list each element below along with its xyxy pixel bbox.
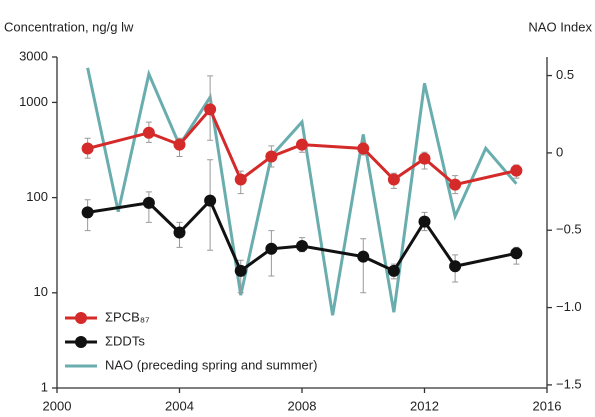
data-point bbox=[418, 215, 431, 228]
y2-axis-title: NAO Index bbox=[528, 19, 592, 34]
y-tick-label: 10 bbox=[34, 284, 48, 299]
data-point bbox=[204, 103, 217, 116]
data-point bbox=[418, 152, 431, 165]
legend-marker bbox=[75, 336, 87, 348]
y-tick-label: 1000 bbox=[19, 94, 48, 109]
y-tick-label: 3000 bbox=[19, 48, 48, 63]
data-point bbox=[510, 247, 523, 260]
data-point bbox=[173, 138, 186, 151]
legend-label: ΣPCB₈₇ bbox=[105, 309, 150, 324]
x-tick-label: 2012 bbox=[410, 398, 439, 413]
data-point bbox=[81, 206, 94, 219]
y-tick-label: 100 bbox=[26, 189, 48, 204]
y2-tick-label: −1.5 bbox=[556, 376, 582, 391]
data-point bbox=[142, 126, 155, 139]
y2-tick-label: 0 bbox=[556, 144, 563, 159]
legend-label: NAO (preceding spring and summer) bbox=[105, 357, 317, 372]
y-axis-title: Concentration, ng/g lw bbox=[4, 19, 134, 34]
data-point bbox=[357, 250, 370, 263]
y2-tick-label: −1.0 bbox=[556, 299, 582, 314]
x-tick-label: 2008 bbox=[288, 398, 317, 413]
data-point bbox=[81, 142, 94, 155]
x-tick-label: 2004 bbox=[165, 398, 194, 413]
x-tick-label: 2000 bbox=[43, 398, 72, 413]
data-point bbox=[234, 264, 247, 277]
x-tick-label: 2016 bbox=[533, 398, 562, 413]
data-point bbox=[387, 264, 400, 277]
data-point bbox=[204, 194, 217, 207]
data-point bbox=[357, 142, 370, 155]
data-point bbox=[173, 226, 186, 239]
data-point bbox=[449, 260, 462, 273]
series-line bbox=[87, 197, 517, 274]
error-bar bbox=[360, 238, 367, 294]
data-point bbox=[234, 173, 247, 186]
y2-tick-label: 0.5 bbox=[556, 67, 574, 82]
data-point bbox=[510, 164, 523, 177]
data-point bbox=[265, 150, 278, 163]
data-point bbox=[387, 173, 400, 186]
data-point bbox=[296, 240, 308, 253]
data-point bbox=[449, 178, 462, 191]
series-line bbox=[86, 67, 518, 316]
data-point bbox=[265, 242, 278, 255]
legend-marker bbox=[75, 312, 87, 324]
data-point bbox=[296, 138, 308, 151]
data-point bbox=[142, 196, 155, 209]
legend-label: ΣDDTs bbox=[105, 333, 145, 348]
y-tick-label: 1 bbox=[41, 379, 48, 394]
y2-tick-label: −0.5 bbox=[556, 222, 582, 237]
